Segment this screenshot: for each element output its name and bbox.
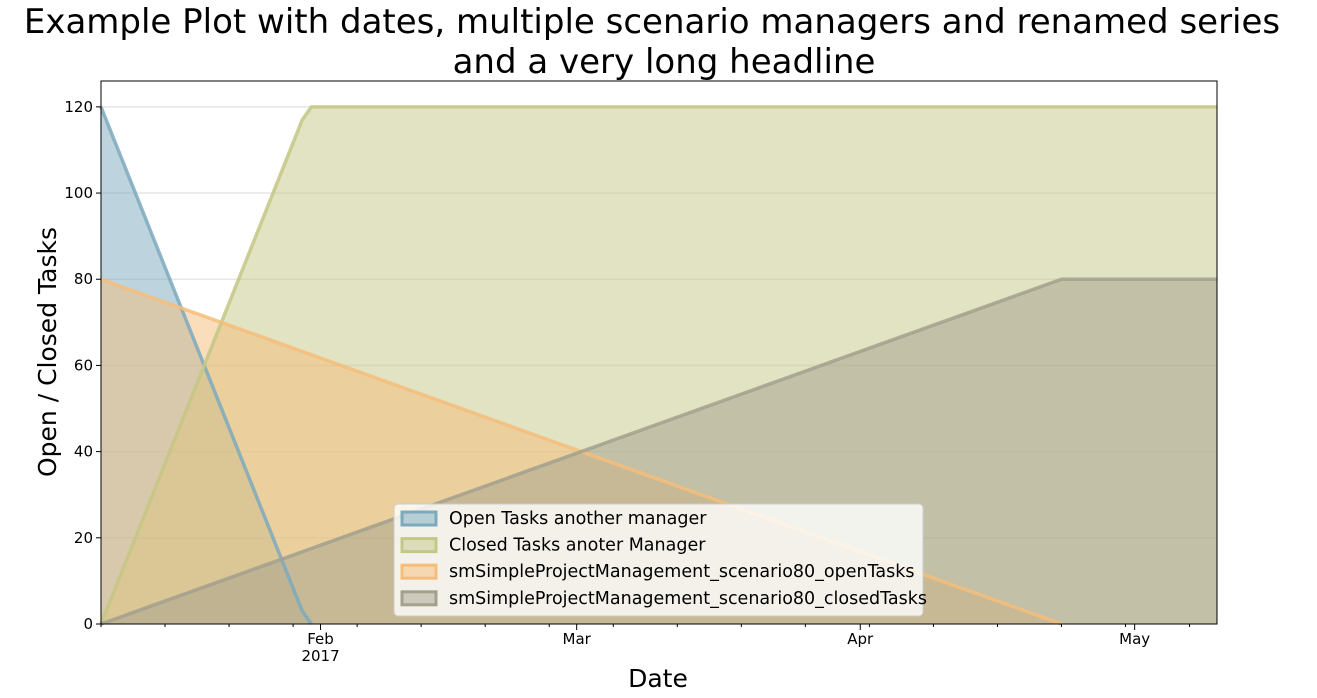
area-series-4 [101,279,1217,624]
plot-frame [100,80,1218,625]
y-tick-label-40: 40 [74,443,93,461]
y-axis-label: Open / Closed Tasks [33,227,62,477]
line-series-1 [99,106,313,626]
y-tick-label-80: 80 [74,270,93,288]
legend-label-4: smSimpleProjectManagement_scenario80_clo… [449,589,927,609]
chart-title-line-1: Example Plot with dates, multiple scenar… [24,2,1280,42]
x-tick-label-feb: Feb [307,630,334,648]
legend-swatch-4 [400,590,438,607]
x-tick-label-mar: Mar [563,630,592,648]
legend-label-2: Closed Tasks anoter Manager [449,536,706,556]
y-tick-label-120: 120 [64,98,93,116]
x-tick-label-may: May [1119,630,1150,648]
legend: Open Tasks another manager Closed Tasks a… [393,503,927,617]
legend-label-1: Open Tasks another manager [449,509,707,529]
y-tick-label-20: 20 [74,529,93,547]
legend-swatch-2 [400,537,438,554]
line-series-2 [99,105,1217,625]
legend-box [393,503,924,617]
legend-label-3: smSimpleProjectManagement_scenario80_ope… [449,562,915,582]
y-tick-label-0: 0 [83,615,93,633]
x-tick-label-apr: Apr [847,630,874,648]
x-axis-label: Date [628,664,688,693]
x-tick-year-label: 2017 [301,647,339,665]
legend-swatch-1 [400,510,438,527]
legend-swatch-3 [400,563,438,580]
y-tick-label-100: 100 [64,184,93,202]
y-tick-label-60: 60 [74,356,93,374]
chart-title-line-2: and a very long headline [453,42,876,82]
